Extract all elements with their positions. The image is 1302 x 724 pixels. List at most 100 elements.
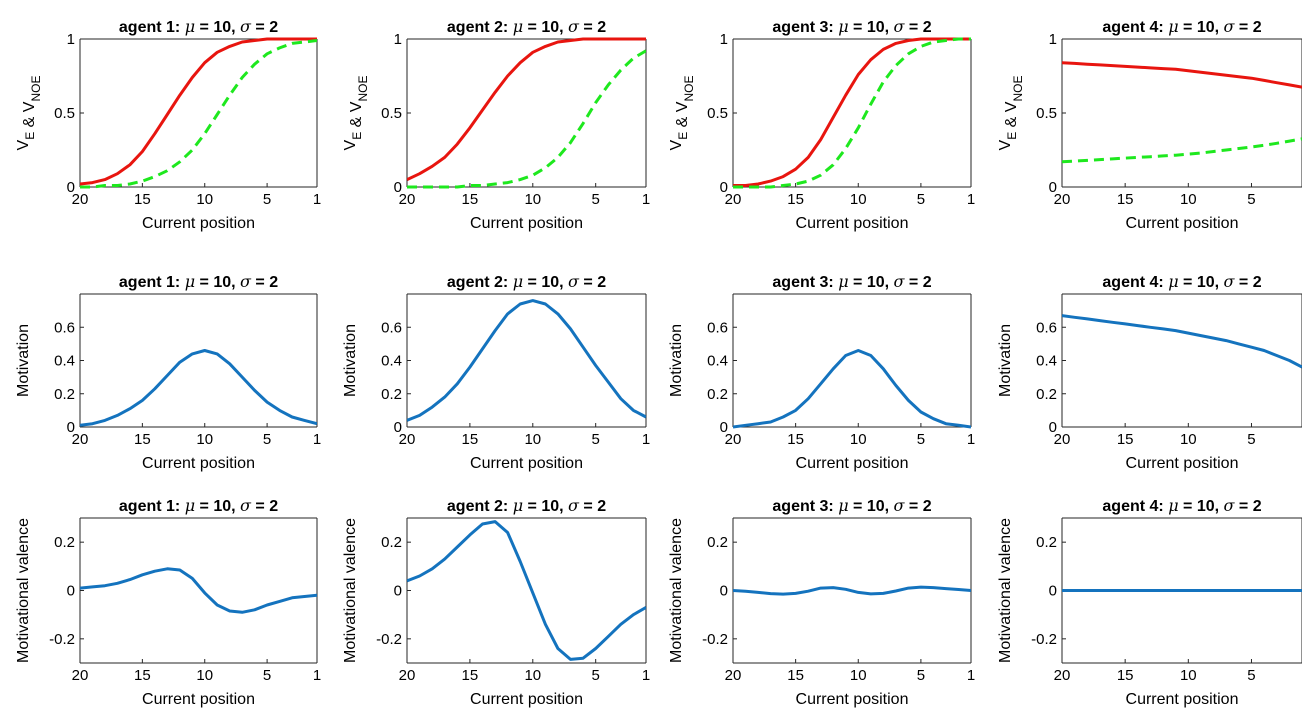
- x-axis-label: Current position: [1126, 691, 1239, 708]
- x-axis-label: Current position: [142, 455, 255, 472]
- subplot-agent3-row3: agent 3: μ = 10, σ = 2 20 15 10 5 1 -0.2 0 0.2 Cu…: [668, 496, 975, 708]
- x-tick-label: 10: [850, 191, 867, 208]
- y-axis-label: Motivation: [668, 324, 685, 397]
- y-axis-label: Motivational valence: [15, 518, 32, 663]
- x-tick-label: 15: [462, 667, 479, 684]
- x-tick-label: 5: [1247, 667, 1255, 684]
- x-tick-label: 20: [72, 191, 89, 208]
- series-line-motivation: [733, 349, 971, 429]
- subplot-title: agent 1: μ = 10, σ = 2: [119, 496, 278, 515]
- series-line-v-e: [80, 37, 317, 186]
- x-tick-label: 15: [462, 431, 479, 448]
- subplot-title: agent 3: μ = 10, σ = 2: [772, 496, 931, 515]
- x-tick-label: 20: [1054, 431, 1071, 448]
- y-tick-label: 0.5: [707, 105, 728, 122]
- y-tick-label: 0.2: [381, 534, 402, 551]
- x-axis-label: Current position: [796, 455, 909, 472]
- subplot-title: agent 4: μ = 10, σ = 2: [1102, 17, 1261, 36]
- x-tick-label: 15: [1117, 431, 1134, 448]
- x-tick-label: 10: [1180, 431, 1197, 448]
- x-tick-label: 20: [725, 191, 742, 208]
- series-line-motivation: [407, 299, 646, 422]
- subplot-title: agent 4: μ = 10, σ = 2: [1102, 272, 1261, 291]
- subplot-title: agent 1: μ = 10, σ = 2: [119, 17, 278, 36]
- y-tick-label: 0: [1049, 583, 1057, 600]
- y-axis-label: Motivation: [15, 324, 32, 397]
- series-line-v-noe: [733, 37, 971, 189]
- x-tick-label: 5: [592, 667, 600, 684]
- x-tick-label: 1: [642, 431, 650, 448]
- series-line-v-e: [733, 37, 971, 187]
- y-tick-label: 0.2: [707, 534, 728, 551]
- y-axis-label: Motivation: [997, 324, 1014, 397]
- series-line-v-e: [407, 37, 646, 181]
- subplot-title: agent 4: μ = 10, σ = 2: [1102, 496, 1261, 515]
- y-tick-label: -0.2: [376, 631, 402, 648]
- x-tick-label: 20: [1054, 667, 1071, 684]
- y-tick-label: 0: [720, 419, 728, 436]
- subplot-title: agent 3: μ = 10, σ = 2: [772, 17, 931, 36]
- subplot-agent4-row1: agent 4: μ = 10, σ = 2 20 15 10 5 0 0.5 1 Curren…: [997, 17, 1302, 232]
- x-tick-label: 5: [917, 667, 925, 684]
- y-axis-label: Motivational valence: [997, 518, 1014, 663]
- y-axis-label: VE & VNOE: [668, 76, 696, 151]
- subplot-title: agent 2: μ = 10, σ = 2: [447, 496, 606, 515]
- x-tick-label: 1: [313, 191, 321, 208]
- x-tick-label: 5: [1247, 431, 1255, 448]
- y-tick-label: 0.5: [1036, 105, 1057, 122]
- x-tick-label: 1: [967, 191, 975, 208]
- series-line-motivation: [80, 349, 317, 427]
- series-line-motivation: [407, 520, 646, 661]
- x-tick-label: 5: [592, 191, 600, 208]
- x-tick-label: 20: [72, 431, 89, 448]
- x-axis-label: Current position: [796, 215, 909, 232]
- series-line-v-e: [1062, 61, 1302, 89]
- x-tick-label: 15: [462, 191, 479, 208]
- y-tick-label: 1: [394, 31, 402, 48]
- x-tick-label: 10: [850, 667, 867, 684]
- y-tick-label: 0.6: [1036, 319, 1057, 336]
- subplot-agent2-row2: agent 2: μ = 10, σ = 220 15 10 5 100.20.40.6…: [342, 272, 650, 472]
- series-line-motivation: [1062, 314, 1302, 369]
- y-tick-label: -0.2: [1031, 631, 1057, 648]
- x-tick-label: 10: [196, 667, 213, 684]
- subplot-agent3-row2: agent 3: μ = 10, σ = 220 15 10 5 100.20.40.6…: [668, 272, 975, 472]
- series-line-motivation: [80, 567, 317, 614]
- x-axis-label: Current position: [470, 455, 583, 472]
- x-tick-label: 20: [1054, 191, 1071, 208]
- y-tick-label: 0.5: [54, 105, 75, 122]
- y-tick-label: 0: [394, 419, 402, 436]
- x-tick-label: 5: [1247, 191, 1255, 208]
- x-tick-label: 15: [134, 431, 151, 448]
- y-tick-label: 0: [67, 179, 75, 196]
- x-tick-label: 10: [524, 667, 541, 684]
- x-tick-label: 1: [642, 191, 650, 208]
- subplot-agent4-row2: agent 4: μ = 10, σ = 2 20 15 10 5 0 0.2 0.4 0.6 C…: [997, 272, 1302, 472]
- y-axis-label: VE & VNOE: [342, 76, 370, 151]
- y-tick-label: -0.2: [702, 631, 728, 648]
- subplot-agent1-row3: agent 1: μ = 10, σ = 2 20 15 10 5 1 -0.2 0 0.2 Cu…: [15, 496, 321, 708]
- y-axis-label: VE & VNOE: [997, 76, 1025, 151]
- y-tick-label: 0.5: [381, 105, 402, 122]
- y-tick-label: 0: [394, 179, 402, 196]
- y-tick-label: 0.4: [1036, 353, 1057, 370]
- subplot-agent2-row1: agent 2: μ = 10, σ = 220 15 10 5 100.51Curre…: [342, 17, 650, 232]
- subplot-agent2-row3: agent 2: μ = 10, σ = 2 20 15 10 5 1 -0.2 0 0.2 Cu…: [342, 496, 650, 708]
- y-tick-label: 0.6: [54, 319, 75, 336]
- y-tick-label: 0: [67, 419, 75, 436]
- x-axis-label: Current position: [470, 691, 583, 708]
- x-tick-label: 10: [1180, 191, 1197, 208]
- x-tick-label: 5: [917, 191, 925, 208]
- x-tick-label: 10: [196, 431, 213, 448]
- y-tick-label: 0: [394, 583, 402, 600]
- x-tick-label: 15: [1117, 191, 1134, 208]
- x-tick-label: 5: [917, 431, 925, 448]
- subplot-agent1-row2: agent 1: μ = 10, σ = 220 15 10 5 100.20.40.6…: [15, 272, 321, 472]
- y-tick-label: 0: [1049, 419, 1057, 436]
- x-axis-label: Current position: [470, 215, 583, 232]
- x-tick-label: 15: [1117, 667, 1134, 684]
- y-tick-label: 0.2: [54, 534, 75, 551]
- x-tick-label: 1: [313, 667, 321, 684]
- series-line-v-noe: [1062, 137, 1302, 164]
- x-tick-label: 5: [263, 191, 271, 208]
